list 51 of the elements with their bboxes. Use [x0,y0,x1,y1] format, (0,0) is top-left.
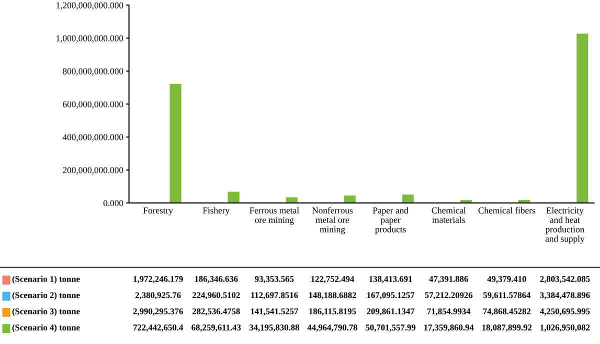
data-label: 68,259,611.43 [192,324,241,332]
y-tick-label: 800,000,000.000 [62,68,124,76]
y-tick-label: 400,000,000.000 [62,134,124,142]
y-tick-label: 200,000,000.000 [62,167,124,175]
x-tick-label: Paper and paper products [372,207,408,234]
legend-label: (Scenario 3) tonne [12,308,80,316]
x-tick-label: Forestry [143,207,174,216]
legend-label: (Scenario 4) tonne [12,324,80,332]
data-label: 112,697.8516 [251,292,298,300]
data-label: 74,868.45282 [483,308,530,316]
data-label: 2,803,542.085 [540,276,590,284]
data-label: 71,854.9934 [427,308,470,316]
data-label: 1,026,950,082 [540,324,590,332]
data-label: 122,752.494 [311,276,354,284]
data-label: 4,250,695.995 [540,308,590,316]
y-tick-label: 600,000,000.000 [62,101,124,109]
data-label: 2,380,925.76 [135,292,181,300]
data-label: 722,442,650.4 [133,324,184,332]
data-label: 47,391.886 [429,276,468,284]
y-tick-label: 1,200,000,000.000 [56,2,124,10]
data-label: 57,212.20926 [424,292,472,300]
data-label: 50,701,557.99 [366,324,416,332]
data-label: 141,541.5257 [250,308,298,316]
data-label: 186,115.8195 [309,308,356,316]
data-label: 44,964,790.78 [307,324,358,332]
data-label: 49,379.410 [487,276,526,284]
x-tick-label: Ferrous metal ore mining [250,207,300,225]
data-label: 59,611.57864 [483,292,530,300]
x-tick-label: Electricity and heat production and supply [546,207,585,244]
legend-label: (Scenario 1) tonne [12,276,80,284]
x-tick-label: Chemical materials [432,207,466,223]
data-label: 282,536.4758 [192,308,240,316]
data-label: 93,353.565 [254,276,294,284]
data-label: 186,346.636 [195,276,238,284]
data-label: 224,960.5102 [192,292,240,300]
legend-label: (Scenario 2) tonne [12,292,80,300]
data-label: 17,359,860.94 [424,324,474,332]
data-label: 167,095.1257 [367,292,414,300]
data-label: 1,972,246.179 [134,276,183,284]
x-tick-label: Nonferrous metal ore mining [312,207,353,234]
x-tick-label: Chemical fibers [478,207,536,214]
data-label: 34,195,830.88 [249,324,300,332]
data-label: 18,087,899.92 [482,324,532,332]
data-label: 148,188.6882 [309,292,356,300]
y-tick-label: 0.000 [103,200,124,206]
data-label: 3,384,478.896 [540,292,590,300]
x-tick-label: Fishery [202,207,230,216]
data-label: 2,990,295.376 [133,308,183,316]
data-label: 209,861.1347 [366,308,414,316]
data-label: 138,413.691 [369,276,412,284]
y-tick-label: 1,000,000,000.000 [56,35,124,43]
